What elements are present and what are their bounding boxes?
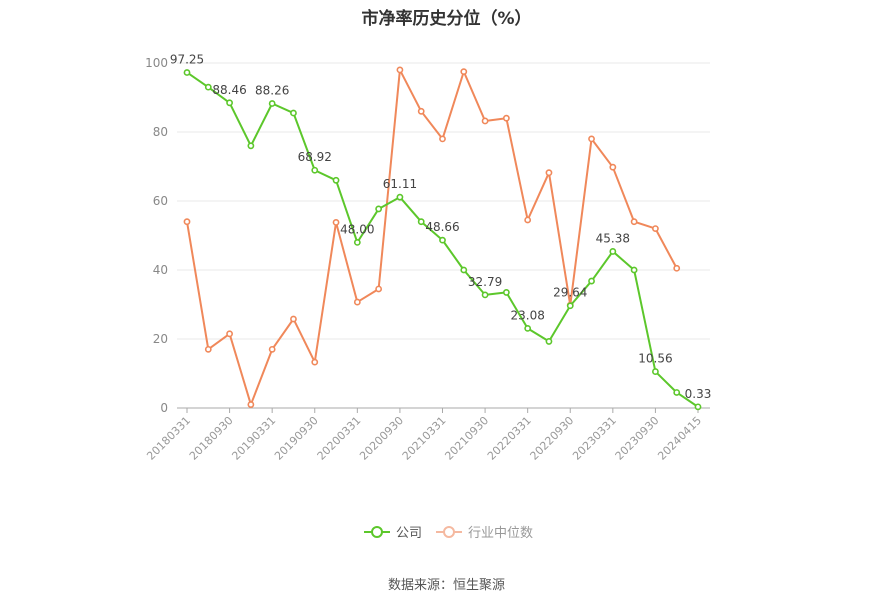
data-label: 29.64 [553,286,587,300]
y-tick-label: 100 [145,56,168,70]
company-point [566,302,574,310]
x-tick-label: 20180930 [187,414,236,463]
legend-industry-marker [436,525,463,539]
x-tick-label: 20190930 [272,414,321,463]
y-tick-label: 0 [160,401,168,415]
company-point [311,166,319,174]
legend-industry-label: 行业中位数 [468,526,534,541]
gridlines [177,62,710,340]
industry-point [673,264,681,272]
industry-point [375,285,383,293]
x-tick-label: 20240415 [655,414,704,463]
industry-point [630,218,638,226]
legend-company-marker [364,525,390,539]
industry-point [545,169,553,177]
x-tick-label: 20210930 [442,414,491,463]
company-point [226,99,233,107]
company-point [502,289,510,296]
company-point [694,403,702,411]
legend-company-label: 公司 [396,526,423,541]
company-point [460,266,468,274]
industry-point [353,298,361,306]
data-labels: 97.25 88.46 88.26 68.92 48.00 61.11 48.66 32.79… [170,52,712,400]
x-tick-label: 20220930 [528,414,577,463]
data-label: 97.25 [170,52,204,66]
y-tick-label: 80 [153,125,168,139]
company-point [247,142,255,150]
industry-point [311,358,319,366]
series-group [183,66,702,411]
company-point [204,83,212,91]
x-tick-label: 20200331 [315,414,364,463]
x-tick-label: 20210331 [400,414,449,463]
data-label: 88.26 [255,84,289,98]
industry-point [183,218,191,226]
x-tick-label: 20190331 [229,414,278,463]
y-tick-label: 40 [153,263,168,277]
x-tick-label: 20230930 [613,414,662,463]
company-point [439,236,446,244]
x-tick-label: 20220331 [485,414,534,463]
data-label: 23.08 [510,308,544,322]
data-label: 61.11 [383,177,417,191]
company-point [290,109,297,117]
data-label: 10.56 [638,352,672,366]
company-point [545,338,553,345]
data-label: 48.00 [340,222,374,236]
company-point [183,69,191,76]
company-point [609,248,617,255]
industry-point [524,216,532,224]
industry-point [290,315,297,323]
legend: 公司 行业中位数 [364,522,547,541]
company-point [375,205,383,213]
company-point [588,277,595,285]
industry-point [417,107,425,115]
company-point [353,238,361,246]
industry-point [652,225,659,232]
data-label: 68.92 [298,150,332,164]
x-tick-label: 20200930 [357,414,406,463]
y-tick-label: 20 [153,332,168,346]
company-point [673,389,681,396]
company-point [396,193,404,201]
chart-title: 市净率历史分位（%） [361,9,532,29]
industry-point [268,345,276,353]
company-point [652,368,659,375]
industry-point [439,135,446,143]
legend-item-company[interactable]: 公司 [364,522,422,541]
industry-point [502,114,510,122]
x-tick-label: 20230331 [570,414,619,463]
industry-point [588,135,595,143]
company-point [332,176,340,184]
industry-point [481,117,489,125]
industry-point [226,330,233,338]
industry-point [609,163,617,171]
industry-point [247,401,255,408]
legend-item-industry[interactable]: 行业中位数 [436,522,533,541]
industry-point [460,68,468,76]
data-label: 0.33 [685,387,712,401]
company-point [417,218,425,226]
industry-point [204,345,212,353]
industry-point [396,66,404,74]
data-label: 45.38 [596,231,630,245]
axes: 0 20 40 60 80 100 2018033120180930201903312019… [144,56,710,463]
data-label: 32.79 [468,275,502,289]
x-tick-label: 20180331 [144,414,193,463]
company-point [268,100,276,107]
data-label: 48.66 [425,220,459,234]
industry-point [332,218,340,226]
data-source: 数据来源：恒生聚源 [387,578,505,593]
data-label: 88.46 [212,83,246,97]
company-point [524,324,532,332]
series-industry-line [186,68,678,406]
company-point [481,291,489,299]
y-tick-label: 60 [153,194,168,208]
company-point [630,266,638,274]
